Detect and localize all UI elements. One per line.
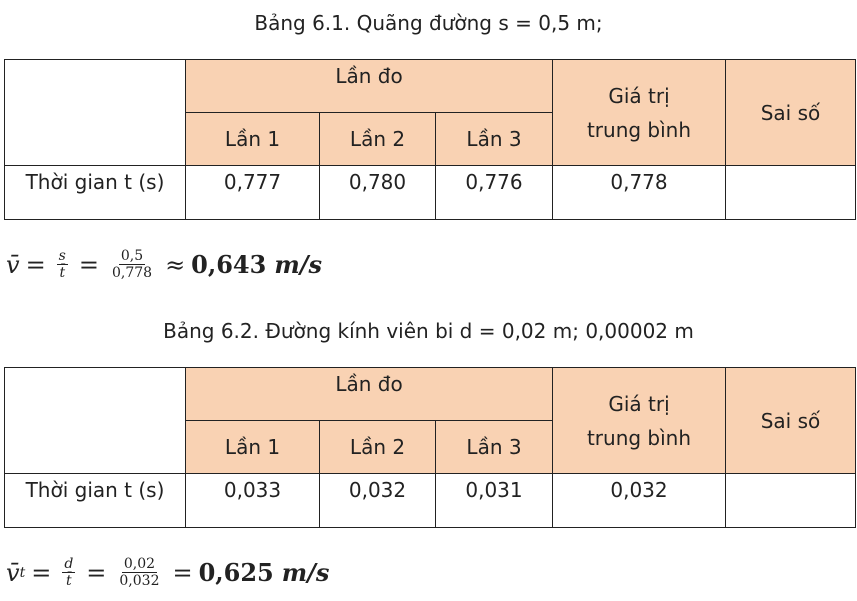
formula1-eq2: =: [78, 250, 99, 279]
table1-header-average-line1: Giá trị: [608, 83, 670, 108]
formula1-frac1-den: t̄: [59, 265, 66, 281]
formula1-eq1: =: [25, 250, 46, 279]
table1-average: 0,778: [552, 165, 726, 220]
table1-row-label: Thời gian t (s): [4, 165, 186, 220]
formula1-unit: m/s: [274, 250, 322, 279]
table2-header-error: Sai số: [725, 367, 856, 474]
table2-header-average-line2: trung bình: [586, 425, 692, 450]
table2-trial-2: Lần 2: [319, 420, 436, 474]
table2-row-label: Thời gian t (s): [4, 473, 186, 528]
formula1-frac1-num: s: [56, 248, 68, 265]
table1-trial-2: Lần 2: [319, 112, 436, 166]
formula1-frac2-den: 0,778: [111, 265, 153, 281]
table1-value-2: 0,780: [319, 165, 436, 220]
table2-value-2: 0,032: [319, 473, 436, 528]
table1-value-3: 0,776: [435, 165, 553, 220]
table1-header-group: Lần đo: [185, 59, 553, 113]
table1-header-average-line2: trung bình: [586, 117, 692, 142]
table1-trial-3: Lần 3: [435, 112, 553, 166]
formula1-frac2: 0,5 0,778: [110, 248, 154, 281]
table1-empty-corner: [4, 59, 186, 166]
table2-header-average: Giá trị trung bình: [552, 367, 726, 474]
table2-trial-1: Lần 1: [185, 420, 320, 474]
formula1-frac2-num: 0,5: [118, 248, 146, 265]
formula2-unit: m/s: [281, 558, 330, 587]
formula2-frac2-den: 0,032: [119, 573, 160, 589]
formula2: v̄ t = d t̄ = 0,02 0,032 = 0,625 m/s: [6, 556, 329, 589]
table2-header-average-line1: Giá trị: [608, 391, 670, 416]
table2: Lần đo Giá trị trung bình Sai số Lần 1 L…: [4, 367, 856, 528]
table1: Lần đo Giá trị trung bình Sai số Lần 1 L…: [4, 59, 856, 220]
formula2-frac1: d t̄: [62, 556, 76, 589]
table2-empty-corner: [4, 367, 186, 474]
formula2-frac1-num: d: [62, 556, 76, 573]
table1-caption: Bảng 6.1. Quãng đường s = 0,5 m;: [254, 11, 603, 35]
table2-error: [725, 473, 856, 528]
formula2-frac1-den: t̄: [65, 573, 72, 589]
formula2-frac2-num: 0,02: [121, 556, 158, 573]
formula1-lhs: v̄: [6, 250, 20, 279]
formula1: v̄ = s t̄ = 0,5 0,778 ≈ 0,643 m/s: [6, 248, 322, 281]
formula2-lhs-sub: t: [19, 564, 26, 581]
table2-average: 0,032: [552, 473, 726, 528]
table2-value-1: 0,033: [185, 473, 320, 528]
table1-error: [725, 165, 856, 220]
formula2-frac2: 0,02 0,032: [117, 556, 161, 589]
formula1-result: 0,643: [191, 250, 267, 279]
table2-trial-3: Lần 3: [435, 420, 553, 474]
formula2-eq1: =: [31, 558, 52, 587]
formula2-eq3: =: [172, 558, 193, 587]
table1-header-average: Giá trị trung bình: [552, 59, 726, 166]
table1-trial-1: Lần 1: [185, 112, 320, 166]
formula2-eq2: =: [86, 558, 107, 587]
formula2-result: 0,625: [198, 558, 274, 587]
table2-value-3: 0,031: [435, 473, 553, 528]
table2-caption: Bảng 6.2. Đường kính viên bi d = 0,02 m;…: [163, 319, 694, 343]
formula1-frac1: s t̄: [56, 248, 68, 281]
table2-header-group: Lần đo: [185, 367, 553, 421]
formula2-lhs: v̄: [6, 558, 20, 587]
table1-header-error: Sai số: [725, 59, 856, 166]
table1-value-1: 0,777: [185, 165, 320, 220]
formula1-approx: ≈: [165, 250, 186, 279]
